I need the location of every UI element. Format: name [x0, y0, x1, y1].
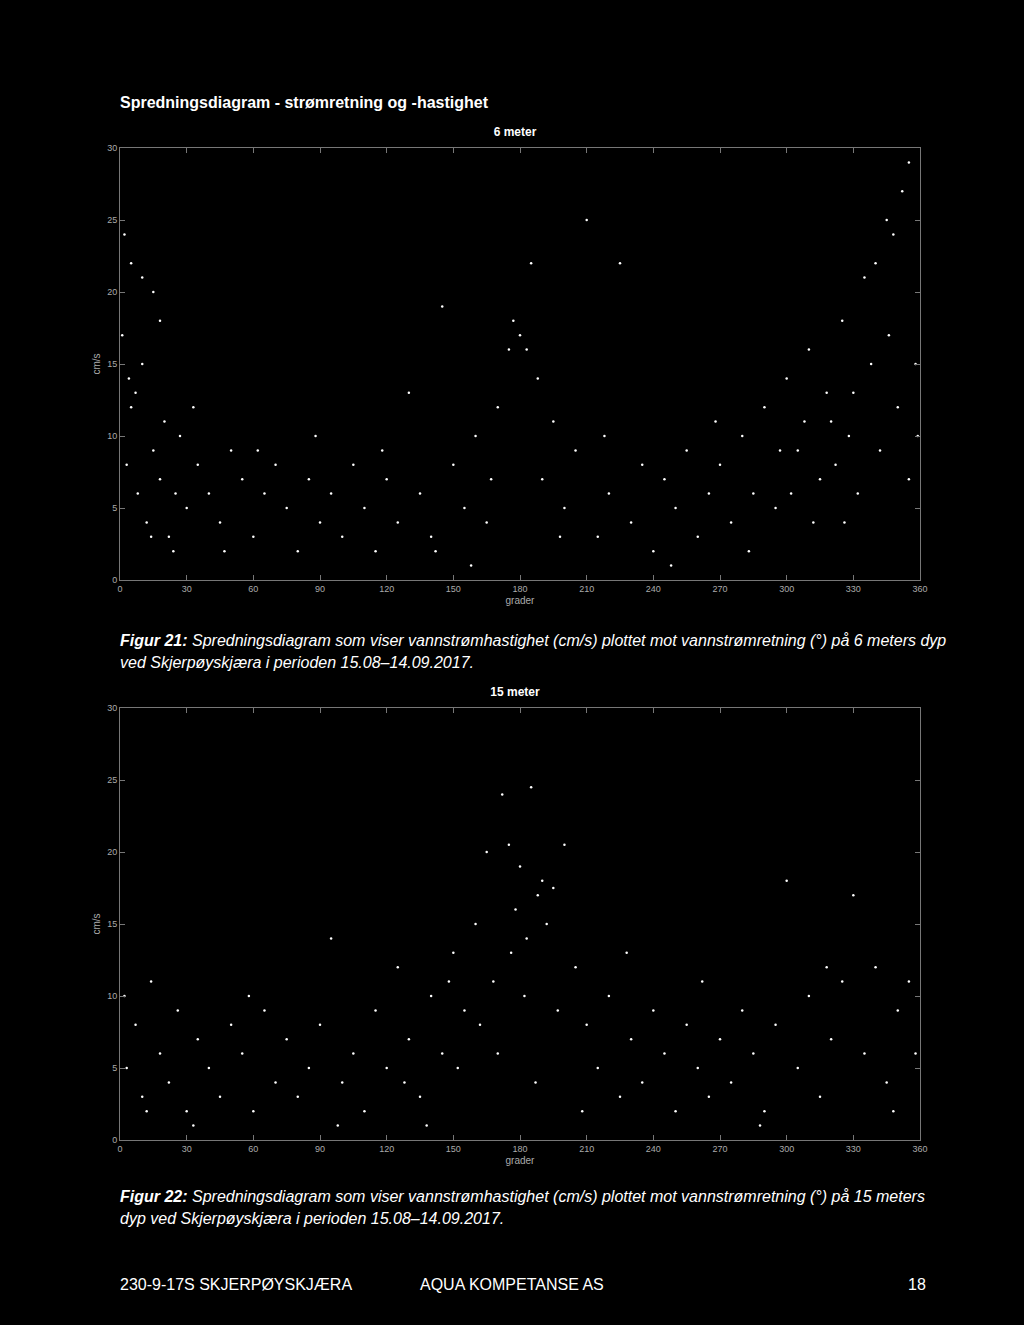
svg-text:60: 60 — [248, 584, 258, 594]
html-text:18: 18 — [908, 1276, 926, 1293]
svg-text:0: 0 — [117, 584, 122, 594]
svg-text:20: 20 — [107, 847, 117, 857]
svg-text:20: 20 — [107, 287, 117, 297]
svg-text:15: 15 — [107, 359, 117, 369]
svg-text:330: 330 — [846, 584, 861, 594]
svg-text:210: 210 — [579, 1144, 594, 1154]
svg-text:0: 0 — [117, 1144, 122, 1154]
svg-text:360: 360 — [912, 1144, 927, 1154]
svg-text:cm/s: cm/s — [91, 353, 102, 374]
svg-text:300: 300 — [779, 1144, 794, 1154]
svg-text:30: 30 — [107, 143, 117, 153]
svg-text:240: 240 — [646, 1144, 661, 1154]
svg-text:10: 10 — [107, 991, 117, 1001]
svg-text:25: 25 — [107, 215, 117, 225]
svg-text:6 meter: 6 meter — [494, 125, 537, 139]
svg-text:5: 5 — [112, 1063, 117, 1073]
svg-text:grader: grader — [506, 1155, 536, 1166]
svg-text:210: 210 — [579, 584, 594, 594]
svg-text:grader: grader — [506, 595, 536, 606]
svg-text:25: 25 — [107, 775, 117, 785]
svg-text:5: 5 — [112, 503, 117, 513]
svg-text:240: 240 — [646, 584, 661, 594]
svg-text:60: 60 — [248, 1144, 258, 1154]
html-text:Figur 22: Spredningsdiagram so: Figur 22: Spredningsdiagram som viser va… — [120, 1188, 925, 1227]
svg-text:180: 180 — [512, 1144, 527, 1154]
svg-text:90: 90 — [315, 1144, 325, 1154]
svg-text:10: 10 — [107, 431, 117, 441]
svg-text:270: 270 — [712, 584, 727, 594]
svg-text:150: 150 — [446, 584, 461, 594]
html-text:Figur 21: Spredningsdiagram so: Figur 21: Spredningsdiagram som viser va… — [120, 632, 947, 671]
svg-text:150: 150 — [446, 1144, 461, 1154]
html-text:230-9-17S SKJERPØYSKJÆRA: 230-9-17S SKJERPØYSKJÆRA — [120, 1276, 353, 1293]
svg-text:0: 0 — [112, 575, 117, 585]
svg-text:0: 0 — [112, 1135, 117, 1145]
html-text:Spredningsdiagram - strømretni: Spredningsdiagram - strømretning og -has… — [120, 94, 488, 111]
svg-text:360: 360 — [912, 584, 927, 594]
svg-text:30: 30 — [182, 1144, 192, 1154]
svg-text:cm/s: cm/s — [91, 913, 102, 934]
svg-text:330: 330 — [846, 1144, 861, 1154]
svg-text:120: 120 — [379, 1144, 394, 1154]
svg-text:30: 30 — [182, 584, 192, 594]
svg-text:90: 90 — [315, 584, 325, 594]
svg-text:300: 300 — [779, 584, 794, 594]
html-text:AQUA KOMPETANSE AS: AQUA KOMPETANSE AS — [420, 1276, 604, 1293]
svg-text:15 meter: 15 meter — [490, 685, 540, 699]
svg-text:120: 120 — [379, 584, 394, 594]
svg-text:30: 30 — [107, 703, 117, 713]
svg-text:180: 180 — [512, 584, 527, 594]
svg-text:270: 270 — [712, 1144, 727, 1154]
svg-text:15: 15 — [107, 919, 117, 929]
